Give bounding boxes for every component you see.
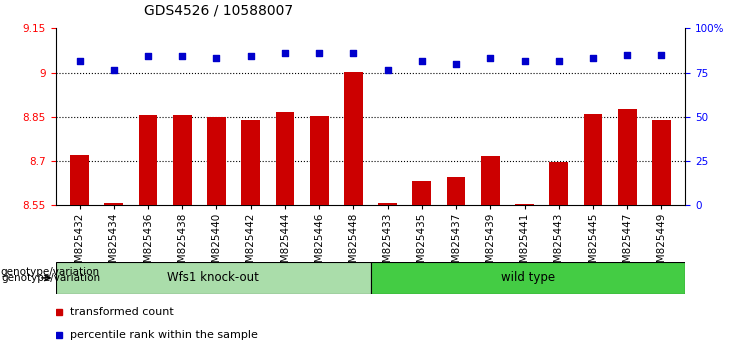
- Text: genotype/variation: genotype/variation: [0, 267, 99, 277]
- Point: [108, 67, 120, 73]
- Bar: [310, 116, 328, 205]
- Bar: [344, 72, 363, 205]
- Bar: [70, 155, 89, 205]
- Point: [279, 51, 291, 56]
- Bar: [207, 118, 226, 205]
- Point: [348, 51, 359, 56]
- Point: [382, 67, 393, 73]
- Point: [245, 53, 256, 59]
- FancyBboxPatch shape: [56, 262, 370, 294]
- FancyBboxPatch shape: [370, 262, 685, 294]
- Point: [621, 53, 633, 58]
- Text: percentile rank within the sample: percentile rank within the sample: [70, 330, 259, 341]
- Text: GDS4526 / 10588007: GDS4526 / 10588007: [144, 3, 293, 17]
- Bar: [242, 120, 260, 205]
- Point: [176, 53, 188, 59]
- Point: [485, 55, 496, 61]
- Bar: [173, 115, 192, 205]
- Text: wild type: wild type: [501, 272, 555, 284]
- Bar: [618, 109, 637, 205]
- Text: genotype/variation: genotype/variation: [1, 273, 101, 283]
- Point: [313, 51, 325, 56]
- Bar: [652, 120, 671, 205]
- Bar: [481, 156, 499, 205]
- Text: transformed count: transformed count: [70, 307, 174, 318]
- Bar: [139, 115, 157, 205]
- Point: [210, 55, 222, 61]
- Point: [587, 55, 599, 61]
- Text: Wfs1 knock-out: Wfs1 knock-out: [167, 272, 259, 284]
- Point: [450, 61, 462, 67]
- Bar: [276, 112, 294, 205]
- Point: [142, 53, 154, 59]
- Bar: [413, 181, 431, 205]
- Bar: [104, 203, 123, 205]
- Point: [519, 58, 531, 64]
- Point: [73, 58, 85, 64]
- Bar: [447, 177, 465, 205]
- Point: [656, 53, 668, 58]
- Bar: [549, 162, 568, 205]
- Point: [416, 58, 428, 64]
- Bar: [584, 114, 602, 205]
- Point: [553, 58, 565, 64]
- Bar: [378, 203, 397, 205]
